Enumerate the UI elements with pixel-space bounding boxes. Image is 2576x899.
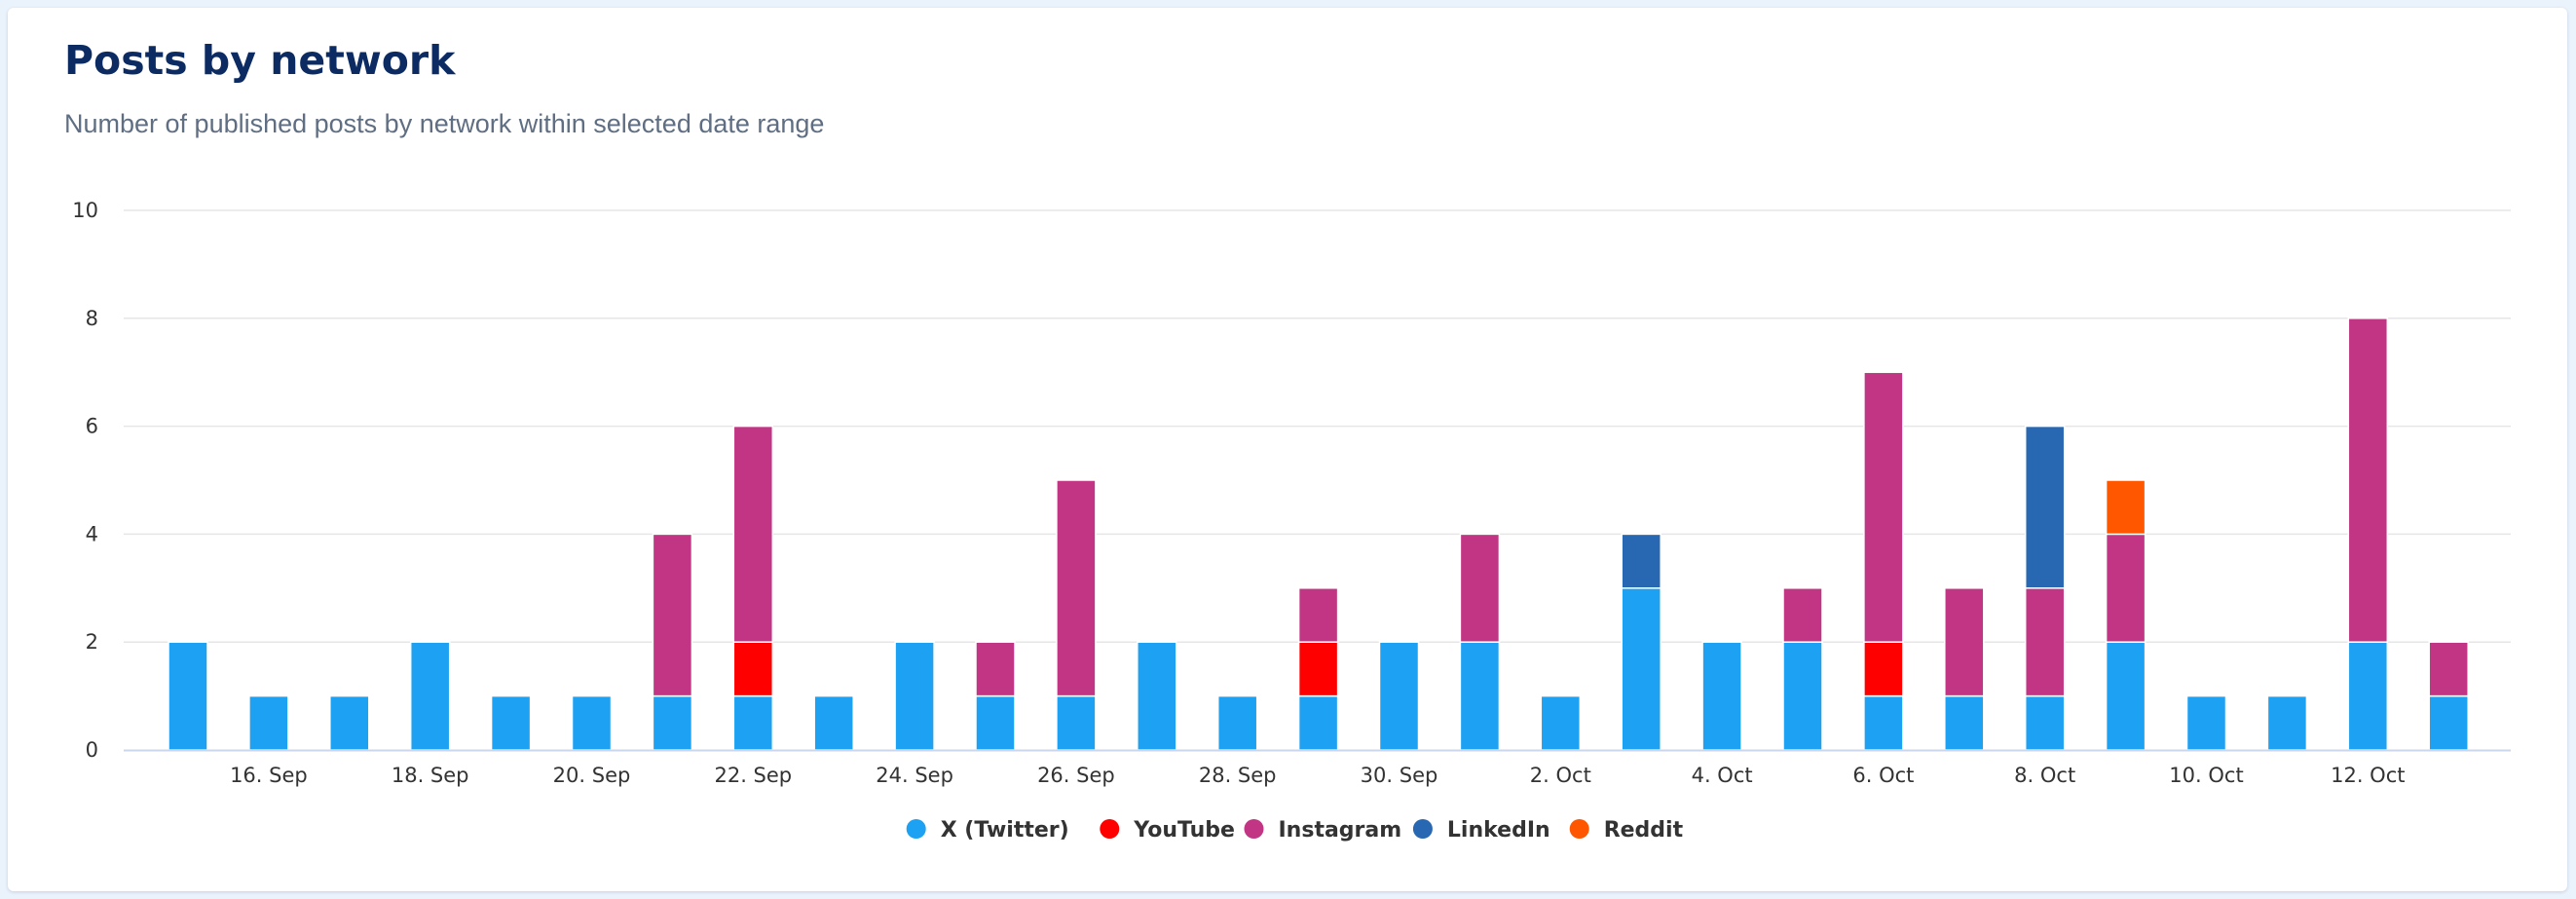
legend-item-x-twitter[interactable]: X (Twitter): [906, 818, 1069, 843]
y-tick-label: 4: [86, 522, 98, 545]
x-tick-label: 2. Oct: [1530, 764, 1591, 787]
bar-segment-x-twitter[interactable]: [652, 694, 693, 751]
x-tick-label: 4. Oct: [1692, 764, 1753, 787]
bar-segment-instagram[interactable]: [1297, 587, 1339, 643]
x-tick-label: 16. Sep: [230, 764, 308, 787]
bar-segment-x-twitter[interactable]: [490, 694, 532, 751]
y-tick-label: 0: [86, 738, 98, 762]
legend-item-reddit[interactable]: Reddit: [1569, 818, 1684, 843]
y-tick-label: 10: [72, 199, 98, 222]
bar-segment-x-twitter[interactable]: [571, 694, 613, 751]
chart-title: Posts by network: [64, 37, 456, 84]
bar-segment-x-twitter[interactable]: [1378, 641, 1420, 751]
bar-segment-youtube[interactable]: [732, 641, 774, 697]
bar-segment-instagram[interactable]: [1459, 533, 1501, 643]
x-tick-label: 6. Oct: [1852, 764, 1914, 787]
bar-segment-linkedin[interactable]: [1621, 533, 1661, 589]
y-tick-label: 2: [86, 630, 98, 654]
bar-segment-x-twitter[interactable]: [894, 641, 935, 751]
bar-segment-x-twitter[interactable]: [1782, 641, 1823, 751]
legend-marker: [906, 819, 926, 839]
bar-segment-x-twitter[interactable]: [2185, 694, 2227, 751]
bar-segment-instagram[interactable]: [732, 425, 774, 643]
legend-item-instagram[interactable]: Instagram: [1244, 818, 1402, 843]
legend-marker: [1244, 819, 1264, 839]
bar-segment-x-twitter[interactable]: [1944, 694, 1985, 751]
x-tick-label: 20. Sep: [553, 764, 631, 787]
bar-segment-instagram[interactable]: [1944, 587, 1985, 697]
bar-segment-instagram[interactable]: [2428, 641, 2469, 697]
bar-segment-x-twitter[interactable]: [329, 694, 370, 751]
legend-marker: [1412, 819, 1433, 839]
bar-segment-instagram[interactable]: [975, 641, 1016, 697]
bar-segment-instagram[interactable]: [1782, 587, 1823, 643]
x-tick-label: 28. Sep: [1199, 764, 1277, 787]
x-tick-label: 18. Sep: [392, 764, 469, 787]
x-tick-label: 30. Sep: [1361, 764, 1438, 787]
bar-segment-x-twitter[interactable]: [2266, 694, 2308, 751]
bar-segment-x-twitter[interactable]: [1621, 587, 1661, 751]
x-tick-label: 24. Sep: [876, 764, 953, 787]
bar-segment-x-twitter[interactable]: [1297, 694, 1339, 751]
legend-label: Instagram: [1279, 818, 1402, 843]
bar-segment-instagram[interactable]: [1056, 479, 1097, 697]
x-tick-label: 26. Sep: [1037, 764, 1115, 787]
legend-item-linkedin[interactable]: LinkedIn: [1412, 818, 1550, 843]
legend-label: YouTube: [1133, 818, 1235, 843]
bar-segment-x-twitter[interactable]: [1056, 694, 1097, 751]
bar-segment-x-twitter[interactable]: [732, 694, 774, 751]
bar-segment-youtube[interactable]: [1863, 641, 1904, 697]
bar-segment-x-twitter[interactable]: [2024, 694, 2066, 751]
x-tick-label: 8. Oct: [2014, 764, 2075, 787]
bar-segment-youtube[interactable]: [1297, 641, 1339, 697]
x-tick-label: 10. Oct: [2169, 764, 2243, 787]
x-tick-label: 12. Oct: [2331, 764, 2405, 787]
bar-segment-x-twitter[interactable]: [975, 694, 1016, 751]
x-tick-label: 22. Sep: [714, 764, 792, 787]
legend-marker: [1569, 819, 1589, 839]
bar-segment-instagram[interactable]: [652, 533, 693, 697]
legend-marker: [1100, 819, 1120, 839]
chart-subtitle: Number of published posts by network wit…: [64, 109, 825, 138]
bar-segment-x-twitter[interactable]: [1459, 641, 1501, 751]
bar-segment-x-twitter[interactable]: [248, 694, 289, 751]
bar-segment-x-twitter[interactable]: [1540, 694, 1582, 751]
bar-segment-x-twitter[interactable]: [2105, 641, 2147, 751]
bar-segment-reddit[interactable]: [2105, 479, 2147, 536]
legend-item-youtube[interactable]: YouTube: [1100, 818, 1235, 843]
bar-segment-x-twitter[interactable]: [2347, 641, 2389, 751]
y-tick-label: 8: [86, 307, 98, 330]
bar-segment-x-twitter[interactable]: [168, 641, 208, 751]
legend-label: Reddit: [1604, 818, 1684, 843]
bar-segment-instagram[interactable]: [2024, 587, 2066, 697]
bar-segment-instagram[interactable]: [2105, 533, 2147, 643]
bar-segment-instagram[interactable]: [2347, 318, 2389, 643]
bar-segment-linkedin[interactable]: [2024, 425, 2066, 589]
bar-segment-x-twitter[interactable]: [1216, 694, 1258, 751]
y-tick-label: 6: [86, 415, 98, 438]
bar-segment-x-twitter[interactable]: [1701, 641, 1742, 751]
bar-segment-instagram[interactable]: [1863, 371, 1904, 643]
bar-segment-x-twitter[interactable]: [409, 641, 451, 751]
legend-label: LinkedIn: [1447, 818, 1550, 843]
bar-segment-x-twitter[interactable]: [2428, 694, 2469, 751]
bar-segment-x-twitter[interactable]: [813, 694, 854, 751]
legend-label: X (Twitter): [941, 818, 1069, 843]
bar-segment-x-twitter[interactable]: [1137, 641, 1177, 751]
bar-segment-x-twitter[interactable]: [1863, 694, 1904, 751]
